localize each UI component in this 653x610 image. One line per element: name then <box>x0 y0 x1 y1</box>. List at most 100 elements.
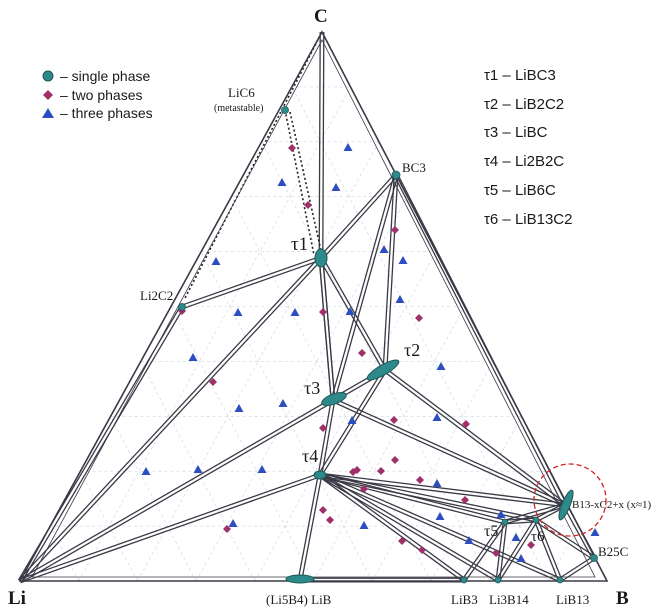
two-phase-marker <box>390 416 398 424</box>
three-phase-marker <box>193 465 203 473</box>
two-phase-marker <box>416 476 424 484</box>
phase-list: τ1 – LiBC3 τ2 – LiB2C2 τ3 – LiBC τ4 – Li… <box>484 67 572 228</box>
grid-line <box>231 196 432 582</box>
two-phase-marker <box>349 468 357 476</box>
three-phase-marker <box>464 536 474 544</box>
three-phase-marker <box>331 183 341 191</box>
label-b25c: B25C <box>598 544 628 559</box>
three-phase-marker <box>432 413 442 421</box>
label-b13c2: B13-xC2+x (x≈1) <box>572 499 651 511</box>
b25-phase-point <box>590 554 598 562</box>
grid-line <box>548 525 579 582</box>
two-phase-marker <box>377 467 385 475</box>
grid-line <box>170 306 314 582</box>
dotted-line-c-li2c2 <box>183 31 323 301</box>
li2c2-phase-point <box>178 303 186 311</box>
tie-line <box>393 175 564 507</box>
tie-line <box>321 400 336 476</box>
tie-line <box>505 506 566 525</box>
legend-item-two-phases: – two phases <box>43 87 143 103</box>
grid-line <box>313 306 465 582</box>
composition-triangle <box>18 30 609 582</box>
two-phase-marker <box>319 506 327 514</box>
dotted-line-lic6-tau1 <box>289 111 323 256</box>
boron-carbide-phase-region <box>558 489 574 521</box>
tie-line <box>464 522 508 582</box>
label-tau1: τ1 <box>291 234 308 255</box>
tau3-phase-region <box>321 392 347 406</box>
dotted-line-lic6-tau1 <box>284 109 315 256</box>
vertex-label-lithium: Li <box>8 588 26 609</box>
tie-line <box>322 257 336 400</box>
label-li5b4-lib: (Li5B4) LiB <box>266 592 332 607</box>
lic6-phase-point <box>281 106 289 114</box>
tie-line <box>533 520 559 581</box>
single-phase-legend-icon <box>42 70 54 82</box>
legend-label-three-phases: – three phases <box>60 105 153 121</box>
grid-line <box>110 416 197 582</box>
two-phase-marker <box>326 516 334 524</box>
two-phase-marker <box>360 485 368 493</box>
tie-line <box>382 174 395 370</box>
grid-line <box>195 196 408 582</box>
metastable-dotted-lines <box>183 31 323 301</box>
grid-line <box>140 361 256 582</box>
tie-line <box>333 397 567 504</box>
three-phases-legend-icon <box>42 108 54 118</box>
three-phase-marker <box>395 295 405 303</box>
boron-carbide-highlight-circle <box>533 463 607 537</box>
tie-line <box>322 32 325 259</box>
tie-line <box>319 173 396 258</box>
tie-line <box>330 174 395 400</box>
tie-line <box>505 521 537 525</box>
label-tau3: τ3 <box>304 378 320 398</box>
two-phase-marker <box>492 549 500 557</box>
two-phases-legend-icon <box>43 90 53 100</box>
tie-line <box>18 397 333 581</box>
grid-line <box>291 86 549 582</box>
tie-line <box>321 175 398 260</box>
three-phase-marker <box>398 256 408 264</box>
label-lib13: LiB13 <box>556 592 589 607</box>
three-phase-marker <box>345 307 355 315</box>
tie-line <box>383 370 565 507</box>
tie-line <box>495 518 536 580</box>
three-phase-marker <box>277 178 287 186</box>
li5b4-phase-region <box>285 574 315 584</box>
three-phase-marker <box>141 467 151 475</box>
three-phase-marker <box>379 245 389 253</box>
phase-list-tau4: τ4 – Li2B2C <box>484 153 564 170</box>
phase-list-tau3: τ3 – LiBC <box>484 124 548 141</box>
label-li3b14: Li3B14 <box>489 592 529 607</box>
tie-line <box>495 521 504 580</box>
tau1-phase-region <box>314 248 328 268</box>
label-metastable: (metastable) <box>214 103 263 114</box>
tie-line <box>536 517 596 558</box>
tie-line <box>301 475 323 581</box>
three-phase-marker <box>233 308 243 316</box>
three-phase-marker <box>496 510 506 518</box>
three-phase-marker <box>436 362 446 370</box>
two-phase-marker <box>288 144 296 152</box>
tie-line <box>181 255 321 306</box>
tie-line <box>297 474 319 580</box>
tie-line <box>461 520 505 580</box>
lib3-phase-point <box>460 576 468 584</box>
lib13-phase-point <box>556 576 564 584</box>
tie-line <box>318 258 332 401</box>
three-phase-marker <box>347 416 357 424</box>
legend-label-two-phases: – two phases <box>60 87 143 103</box>
two-phase-marker <box>319 424 327 432</box>
tie-line <box>504 502 565 521</box>
tie-line <box>331 401 565 508</box>
li3b14-phase-point <box>494 576 502 584</box>
single-phase-regions <box>178 106 598 584</box>
legend-label-single-phase: – single phase <box>60 68 151 84</box>
three-phase-marker <box>257 465 267 473</box>
tie-line <box>20 400 335 584</box>
tie-line <box>319 476 505 525</box>
two-phase-marker <box>527 541 535 549</box>
tie-line <box>19 472 320 580</box>
label-lib3: LiB3 <box>451 592 478 607</box>
